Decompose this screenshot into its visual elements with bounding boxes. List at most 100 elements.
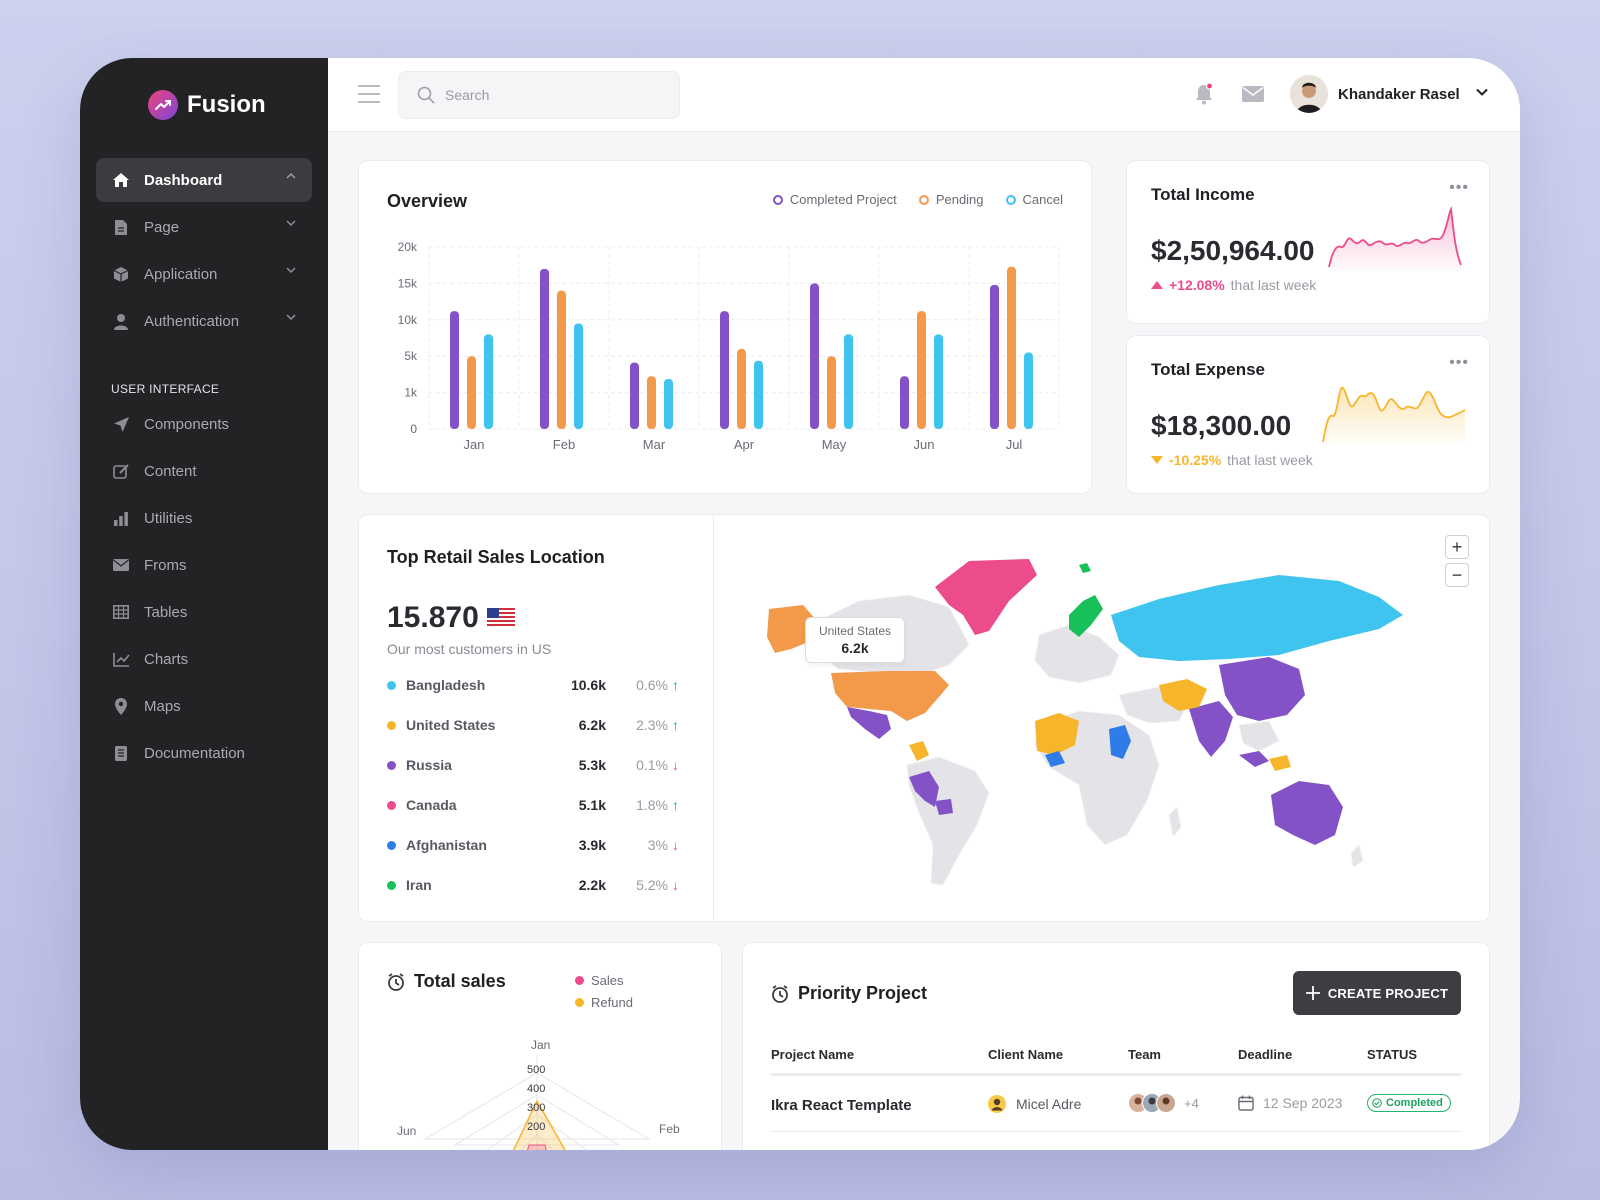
sidebar-item-maps[interactable]: Maps xyxy=(96,684,312,728)
retail-total-value: 15.870 xyxy=(387,601,479,634)
world-map[interactable] xyxy=(739,545,1419,895)
brand[interactable]: Fusion xyxy=(148,90,266,120)
legend-refund[interactable]: Refund xyxy=(575,995,633,1010)
bar-completed-project[interactable] xyxy=(540,268,549,429)
user-name[interactable]: Khandaker Rasel xyxy=(1338,86,1460,103)
chevron-down-icon xyxy=(286,314,296,320)
location-row[interactable]: Iran 2.2k 5.2% ↓ xyxy=(387,875,687,895)
menu-icon[interactable] xyxy=(358,85,380,103)
legend-sales[interactable]: Sales xyxy=(575,973,633,988)
expense-title: Total Expense xyxy=(1151,360,1265,379)
table-header-divider xyxy=(771,1073,1461,1076)
location-value: 2.2k xyxy=(578,877,606,893)
legend-cancel[interactable]: Cancel xyxy=(1005,192,1063,207)
bar-cancel[interactable] xyxy=(844,334,853,429)
more-icon[interactable]: ••• xyxy=(1449,354,1469,371)
priority-project-card: Priority Project CREATE PROJECT Project … xyxy=(742,942,1490,1150)
bar-pending[interactable] xyxy=(467,356,476,429)
more-icon[interactable]: ••• xyxy=(1449,179,1469,196)
legend-pending[interactable]: Pending xyxy=(918,192,984,207)
brand-name: Fusion xyxy=(187,91,266,118)
line-chart-icon xyxy=(112,650,130,668)
location-row[interactable]: Bangladesh 10.6k 0.6% ↑ xyxy=(387,675,687,695)
row-divider xyxy=(771,1131,1461,1132)
sidebar-item-content[interactable]: Content xyxy=(96,449,312,493)
bar-icon xyxy=(112,509,130,527)
bar-completed-project[interactable] xyxy=(450,311,459,429)
overview-title: Overview xyxy=(387,191,468,211)
sidebar-item-application[interactable]: Application xyxy=(96,252,312,296)
bar-cancel[interactable] xyxy=(1024,352,1033,429)
doc-icon xyxy=(112,744,130,762)
legend-label: Cancel xyxy=(1022,192,1063,207)
arrow-down-icon: ↓ xyxy=(672,757,679,773)
bar-cancel[interactable] xyxy=(754,360,763,429)
legend-completed[interactable]: Completed Project xyxy=(772,192,897,207)
bar-completed-project[interactable] xyxy=(630,362,639,429)
location-row[interactable]: United States 6.2k 2.3% ↑ xyxy=(387,715,687,735)
location-percent: 5.2% xyxy=(636,877,668,893)
sidebar-item-dashboard[interactable]: Dashboard xyxy=(96,158,312,202)
sidebar-item-page[interactable]: Page xyxy=(96,205,312,249)
divider xyxy=(713,515,714,921)
bar-pending[interactable] xyxy=(647,376,656,429)
bar-completed-project[interactable] xyxy=(810,283,819,429)
arrow-up-icon: ↑ xyxy=(672,797,679,813)
radar-tick: 400 xyxy=(527,1083,545,1095)
location-color-dot xyxy=(387,880,396,890)
location-color-dot xyxy=(387,720,396,730)
search-input[interactable] xyxy=(445,87,645,103)
sidebar-item-tables[interactable]: Tables xyxy=(96,590,312,634)
sidebar-item-components[interactable]: Components xyxy=(96,402,312,446)
create-project-button[interactable]: CREATE PROJECT xyxy=(1293,971,1461,1015)
bar-pending[interactable] xyxy=(917,311,926,429)
zoom-in-button[interactable]: + xyxy=(1445,535,1469,559)
col-project-name[interactable]: Project Name xyxy=(771,1047,855,1062)
col-team[interactable]: Team xyxy=(1128,1047,1161,1062)
expense-sparkline xyxy=(1322,387,1466,444)
bar-completed-project[interactable] xyxy=(900,376,909,429)
bar-pending[interactable] xyxy=(827,356,836,429)
col-deadline[interactable]: Deadline xyxy=(1238,1047,1293,1062)
client-cell: Micel Adre xyxy=(988,1095,1081,1113)
x-tick-label: Mar xyxy=(643,437,666,452)
zoom-out-button[interactable]: − xyxy=(1445,563,1469,587)
chevron-down-icon[interactable] xyxy=(1476,88,1488,96)
sidebar-item-forms[interactable]: Froms xyxy=(96,543,312,587)
col-client-name[interactable]: Client Name xyxy=(988,1047,1064,1062)
bar-cancel[interactable] xyxy=(664,378,673,429)
bar-pending[interactable] xyxy=(737,348,746,429)
bar-completed-project[interactable] xyxy=(720,311,729,429)
location-row[interactable]: Afghanistan 3.9k 3% ↓ xyxy=(387,835,687,855)
location-row[interactable]: Canada 5.1k 1.8% ↑ xyxy=(387,795,687,815)
bar-cancel[interactable] xyxy=(574,323,583,429)
y-tick-label: 1k xyxy=(404,386,418,400)
sidebar-item-authentication[interactable]: Authentication xyxy=(96,299,312,343)
bar-cancel[interactable] xyxy=(934,334,943,429)
mail-icon[interactable] xyxy=(1242,86,1264,107)
x-tick-label: Apr xyxy=(734,437,755,452)
bar-pending[interactable] xyxy=(557,290,566,429)
y-tick-label: 15k xyxy=(398,276,418,290)
bar-completed-project[interactable] xyxy=(990,284,999,429)
search-box[interactable] xyxy=(398,71,680,119)
table-icon xyxy=(112,603,130,621)
location-row[interactable]: Russia 5.3k 0.1% ↓ xyxy=(387,755,687,775)
sidebar-item-charts[interactable]: Charts xyxy=(96,637,312,681)
team-more: +4 xyxy=(1184,1095,1199,1111)
bar-pending[interactable] xyxy=(1007,266,1016,429)
topbar: Khandaker Rasel xyxy=(328,58,1520,132)
location-color-dot xyxy=(387,680,396,690)
send-icon xyxy=(112,415,130,433)
radar-label-jun: Jun xyxy=(397,1124,416,1138)
sidebar-item-utilities[interactable]: Utilities xyxy=(96,496,312,540)
project-name: Ikra React Template xyxy=(771,1097,912,1114)
bar-cancel[interactable] xyxy=(484,334,493,429)
brand-logo-icon xyxy=(148,90,178,120)
sidebar-item-documentation[interactable]: Documentation xyxy=(96,731,312,775)
overview-card: Overview Completed Project Pending Cance… xyxy=(358,160,1092,494)
col-status[interactable]: STATUS xyxy=(1367,1047,1418,1062)
avatar[interactable] xyxy=(1290,75,1328,113)
bell-icon[interactable] xyxy=(1194,82,1214,110)
legend-label: Pending xyxy=(935,192,984,207)
